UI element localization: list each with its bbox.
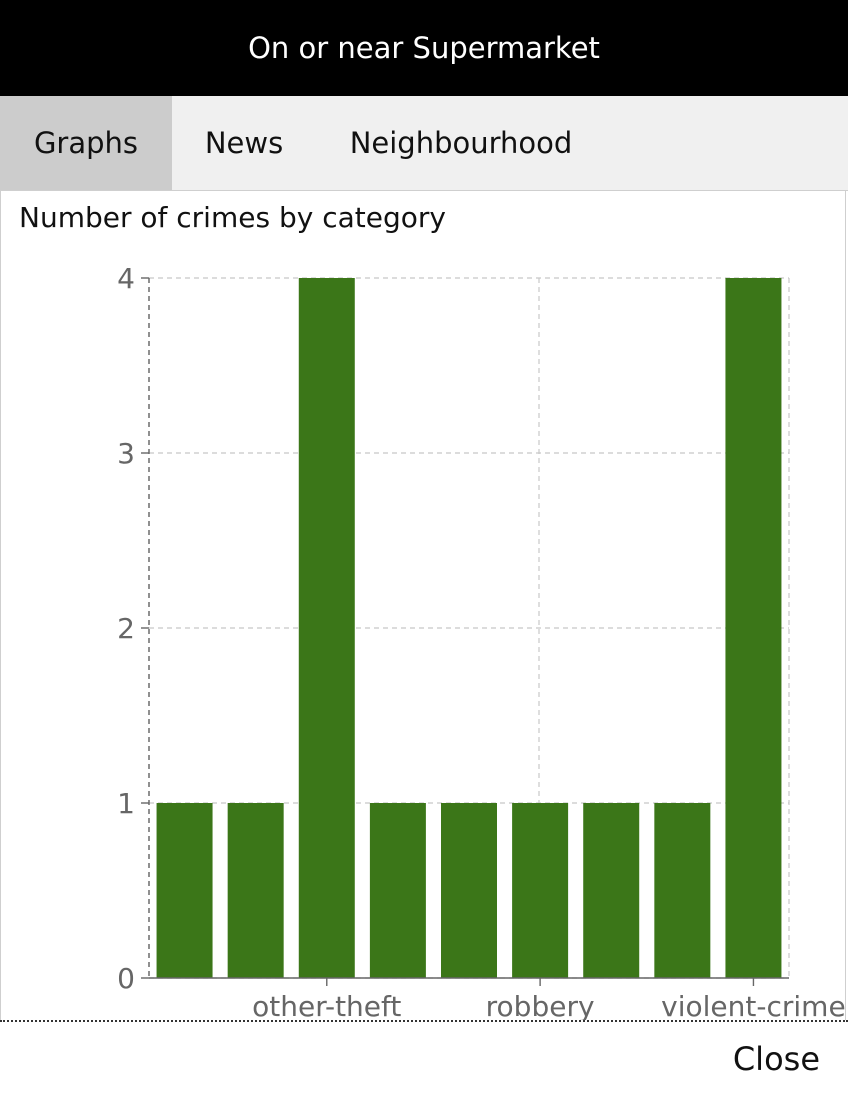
bar bbox=[441, 803, 497, 978]
y-tick-label: 3 bbox=[117, 437, 135, 470]
close-button[interactable]: Close bbox=[732, 1040, 820, 1078]
bar bbox=[156, 803, 213, 978]
tab-neighbourhood[interactable]: Neighbourhood bbox=[349, 126, 573, 160]
bar bbox=[369, 803, 426, 978]
x-tick-label: other-theft bbox=[252, 990, 401, 1020]
header-title: On or near Supermarket bbox=[248, 31, 600, 65]
y-tick-label: 0 bbox=[117, 962, 135, 995]
bar bbox=[725, 278, 782, 978]
y-tick-label: 4 bbox=[117, 262, 135, 295]
y-tick-label: 1 bbox=[117, 787, 135, 820]
footer-divider bbox=[0, 1020, 848, 1022]
app-header: On or near Supermarket bbox=[0, 0, 848, 96]
x-tick-label: robbery bbox=[486, 990, 595, 1020]
tab-bar: Graphs News Neighbourhood bbox=[0, 96, 848, 191]
bar bbox=[654, 803, 711, 978]
graph-panel: 0 1 2 3 4 other-theft robbery violent-crime Num… bbox=[0, 191, 846, 1020]
bar bbox=[227, 803, 284, 978]
chart-title: Number of crimes by category bbox=[19, 201, 446, 234]
tab-news[interactable]: News bbox=[204, 126, 284, 160]
x-tick-label: violent-crime bbox=[661, 990, 846, 1020]
tab-graphs[interactable]: Graphs bbox=[0, 96, 172, 190]
bar bbox=[298, 278, 355, 978]
bar-chart: 0 1 2 3 4 other-theft robbery violent-crime bbox=[117, 262, 846, 1020]
y-tick-label: 2 bbox=[117, 612, 135, 645]
bar bbox=[512, 803, 569, 978]
bar bbox=[583, 803, 640, 978]
